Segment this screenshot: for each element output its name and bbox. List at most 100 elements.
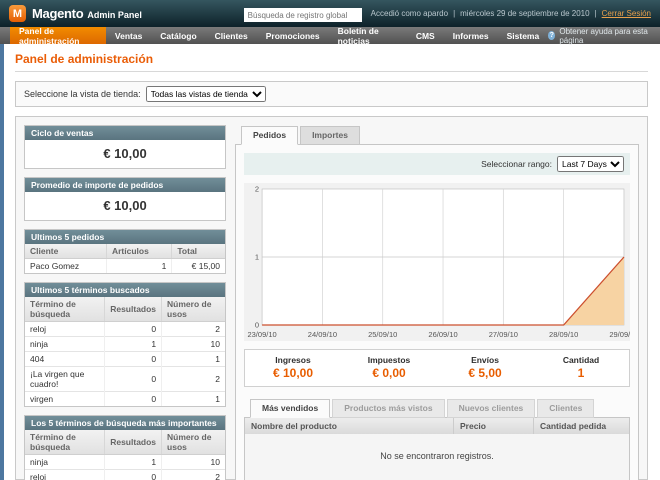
tab-nuevos-clientes[interactable]: Nuevos clientes — [446, 399, 536, 418]
column-header: Cantidad pedida — [540, 421, 607, 431]
table-row[interactable]: reloj 0 2 — [25, 469, 225, 480]
tab-pedidos[interactable]: Pedidos — [241, 126, 299, 145]
bottom-tabs: Más vendidos Productos más vistos Nuevos… — [244, 398, 630, 418]
column-header: Término de búsqueda — [25, 430, 106, 455]
orders-chart-wrap: 0 1 2 23/09/10 24/09/10 25/09/10 26/09/10 27/09… — [244, 183, 630, 341]
page-title: Panel de administración — [15, 52, 648, 72]
nav-item-boletin[interactable]: Boletín de noticias — [337, 25, 379, 46]
widget-title: Los 5 términos de búsqueda más important… — [25, 416, 225, 430]
cell-uses: 2 — [161, 469, 225, 480]
nav-item-sistema[interactable]: Sistema — [506, 30, 540, 41]
stat-value: € 0,00 — [372, 366, 406, 380]
widget-last-orders: Ultimos 5 pedidos Cliente Artículos Tota… — [24, 229, 226, 274]
table-row[interactable]: reloj 0 2 — [25, 321, 225, 337]
logout-link[interactable]: Cerrar Sesión — [601, 9, 651, 18]
totals-bar: Ingresos € 10,00 Impuestos € 0,00 Envíos… — [244, 349, 630, 387]
svg-text:29/09/10: 29/09/10 — [609, 330, 630, 339]
cell-uses: 1 — [161, 391, 225, 406]
nav-item-informes[interactable]: Informes — [452, 30, 489, 41]
cell-term: ¡La virgen que cuadro! — [25, 366, 106, 392]
help-label: Obtener ayuda para esta página — [559, 26, 648, 45]
nav-item-ventas[interactable]: Ventas — [114, 30, 143, 41]
widget-title: Promedio de importe de pedidos — [25, 178, 225, 192]
widget-last-search-terms: Ultimos 5 términos buscados Término de b… — [24, 282, 226, 407]
last-orders-table: Cliente Artículos Total Paco Gomez 1 € 1… — [25, 244, 225, 273]
column-header: Número de usos — [161, 297, 225, 322]
help-link[interactable]: ? Obtener ayuda para esta página — [548, 26, 660, 45]
range-bar: Seleccionar rango: Last 7 Days — [244, 153, 630, 175]
column-header: Precio — [454, 418, 534, 434]
empty-records-message: No se encontraron registros. — [380, 451, 494, 461]
svg-text:25/09/10: 25/09/10 — [368, 330, 397, 339]
cell-term: reloj — [25, 321, 106, 337]
nav-item-cms[interactable]: CMS — [415, 30, 435, 41]
table-row[interactable]: ¡La virgen que cuadro! 0 2 — [25, 366, 225, 392]
orders-panel: Seleccionar rango: Last 7 Days 0 1 2 23/09/… — [235, 144, 639, 480]
products-table-header: Nombre del producto Precio Cantidad pedi… — [245, 418, 629, 434]
nav-item-promociones[interactable]: Promociones — [265, 30, 320, 41]
column-header: Total — [171, 244, 225, 259]
svg-text:28/09/10: 28/09/10 — [549, 330, 578, 339]
lifetime-sales-value: € 10,00 — [103, 146, 147, 161]
svg-text:24/09/10: 24/09/10 — [308, 330, 337, 339]
magento-logo-letter: M — [12, 7, 23, 20]
table-row[interactable]: Paco Gomez 1 € 15,00 — [25, 258, 225, 273]
nav-item-dashboard[interactable]: Panel de administración — [10, 26, 106, 46]
main-nav: Panel de administración Ventas Catálogo … — [0, 25, 660, 46]
dashboard-container: Ciclo de ventas € 10,00 Promedio de impo… — [15, 116, 648, 480]
table-row[interactable]: virgen 0 1 — [25, 391, 225, 406]
stat-label: Cantidad — [562, 355, 600, 365]
top-search-terms-table: Término de búsqueda Resultados Número de… — [25, 430, 225, 480]
column-header: Término de búsqueda — [25, 297, 106, 322]
svg-text:0: 0 — [255, 321, 259, 330]
table-row[interactable]: ninja 1 10 — [25, 336, 225, 352]
dashboard-left-column: Ciclo de ventas € 10,00 Promedio de impo… — [24, 125, 226, 480]
nav-item-clientes[interactable]: Clientes — [214, 30, 248, 41]
cell-uses: 1 — [161, 351, 225, 367]
stat-envios: Envíos € 5,00 — [437, 355, 533, 380]
widget-title: Ciclo de ventas — [25, 126, 225, 140]
cell-term: virgen — [25, 391, 106, 406]
average-orders-value: € 10,00 — [103, 198, 147, 213]
column-header: Nombre del producto — [245, 418, 454, 434]
cell-results: 0 — [104, 391, 163, 406]
global-search-input[interactable] — [243, 8, 362, 22]
range-select[interactable]: Last 7 Days — [557, 156, 624, 172]
tab-productos-mas-vistos[interactable]: Productos más vistos — [332, 399, 445, 418]
svg-text:26/09/10: 26/09/10 — [428, 330, 457, 339]
widget-top-search-terms: Los 5 términos de búsqueda más important… — [24, 415, 226, 480]
store-view-select[interactable]: Todas las vistas de tienda — [145, 86, 266, 102]
stat-value: 1 — [577, 366, 585, 380]
svg-text:2: 2 — [255, 185, 259, 194]
store-view-label: Seleccione la vista de tienda: — [24, 89, 141, 99]
cell-uses: 10 — [210, 457, 220, 467]
cell-term: ninja — [25, 454, 106, 470]
cell-cliente: Paco Gomez — [25, 258, 107, 273]
stat-value: € 10,00 — [272, 366, 314, 380]
top-header: M Magento Admin Panel Accedió como apard… — [0, 0, 660, 27]
tab-clientes[interactable]: Clientes — [537, 399, 595, 418]
tab-importes[interactable]: Importes — [300, 126, 360, 145]
cell-results: 0 — [104, 321, 163, 337]
stat-label: Impuestos — [367, 355, 411, 365]
column-header: Número de usos — [161, 430, 225, 455]
magento-logo-icon: M — [9, 5, 26, 22]
cell-term: ninja — [25, 336, 106, 352]
orders-chart: 0 1 2 23/09/10 24/09/10 25/09/10 26/09/10 27/09… — [244, 183, 630, 341]
table-row[interactable]: ninja 1 10 — [25, 454, 225, 470]
stat-ingresos: Ingresos € 10,00 — [245, 355, 341, 380]
global-search — [243, 5, 362, 23]
svg-text:1: 1 — [255, 253, 259, 262]
logo-subtitle: Admin Panel — [87, 10, 142, 20]
cell-term: reloj — [25, 469, 106, 480]
dashboard-right-panel: Pedidos Importes Seleccionar rango: Last… — [235, 125, 639, 480]
table-row[interactable]: 404 0 1 — [25, 351, 225, 367]
column-header: Resultados — [104, 430, 163, 455]
cell-uses: 2 — [215, 324, 220, 334]
widget-lifetime-sales: Ciclo de ventas € 10,00 — [24, 125, 226, 169]
tab-mas-vendidos[interactable]: Más vendidos — [250, 399, 331, 418]
nav-item-catalogo[interactable]: Catálogo — [160, 30, 197, 41]
products-table: Nombre del producto Precio Cantidad pedi… — [244, 417, 630, 480]
cell-uses: 10 — [161, 336, 225, 352]
